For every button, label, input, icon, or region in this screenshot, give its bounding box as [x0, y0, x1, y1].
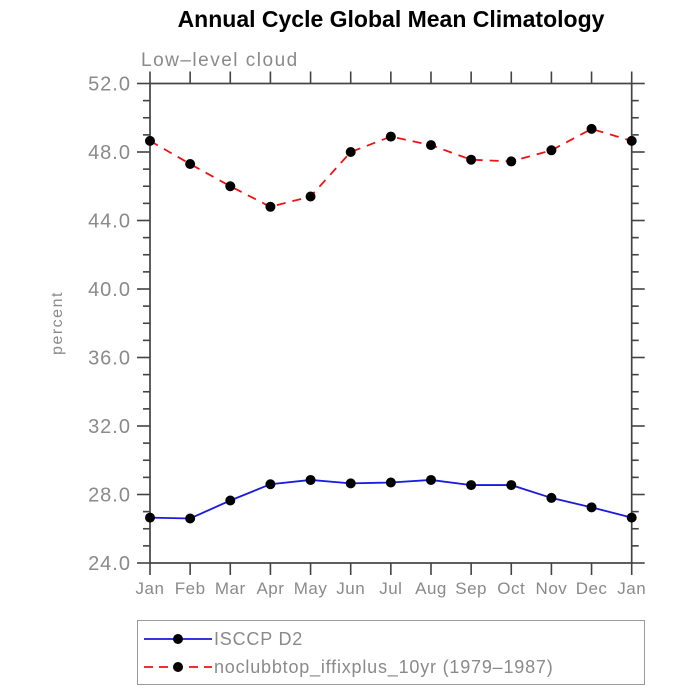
- x-tick-label: Jan: [136, 579, 165, 598]
- data-point-marker: [145, 135, 155, 146]
- data-point-marker: [385, 477, 396, 488]
- x-tick-label: Feb: [175, 579, 206, 598]
- data-point-marker: [546, 145, 557, 156]
- x-tick-label: Dec: [576, 579, 608, 598]
- x-tick-label: Jan: [617, 579, 646, 598]
- x-tick-label: Mar: [215, 579, 246, 598]
- x-tick-label: Oct: [497, 579, 525, 598]
- x-tick-label: Nov: [536, 579, 568, 598]
- legend-sample-solid-line: [144, 633, 212, 644]
- data-point-marker: [385, 131, 396, 142]
- data-point-marker: [225, 181, 236, 192]
- data-point-marker: [345, 147, 356, 157]
- data-point-marker: [185, 158, 196, 169]
- x-tick-label: Sep: [455, 579, 487, 598]
- data-point-marker: [265, 479, 276, 490]
- data-point-marker: [265, 201, 276, 212]
- legend-item-noclubbtop: noclubbtop_iffixplus_10yr (1979–1987): [142, 655, 644, 679]
- y-tick-label: 40.0: [88, 279, 131, 301]
- data-point-marker: [626, 135, 637, 146]
- line-chart-plot-area: 24.0 28.0 32.0 36.0 40.0 44.0 48.0 52.0 Jan Feb Ma…: [49, 71, 646, 598]
- data-point-marker: [345, 478, 356, 489]
- y-tick-label: 24.0: [88, 553, 131, 575]
- legend-label-noclubbtop: noclubbtop_iffixplus_10yr (1979–1987): [214, 656, 554, 677]
- data-point-marker: [626, 512, 637, 523]
- data-point-marker: [466, 480, 477, 491]
- x-tick-label: Aug: [415, 579, 447, 598]
- data-point-marker: [506, 480, 517, 491]
- data-point-marker: [185, 513, 196, 524]
- y-tick-label: 44.0: [88, 211, 131, 233]
- data-point-marker: [425, 140, 436, 151]
- y-tick-label: 52.0: [88, 74, 131, 96]
- data-point-marker: [425, 474, 436, 485]
- chart-subtitle: Low–level cloud: [141, 50, 299, 71]
- data-point-marker: [305, 191, 316, 202]
- y-tick-label: 32.0: [88, 416, 131, 438]
- y-tick-label: 36.0: [88, 348, 131, 370]
- legend: ISCCP D2 noclubbtop_iffixplus_10yr (1979…: [137, 620, 645, 685]
- data-point-marker: [506, 156, 517, 167]
- data-point-marker: [225, 495, 236, 506]
- x-tick-label: May: [294, 579, 328, 598]
- data-point-marker: [145, 512, 155, 523]
- x-tick-label: Jul: [379, 579, 402, 598]
- y-tick-label: 28.0: [88, 485, 131, 507]
- plot-frame: [149, 82, 633, 564]
- x-tick-label: Jun: [336, 579, 365, 598]
- data-point-marker: [305, 474, 316, 485]
- legend-label-isccp: ISCCP D2: [214, 628, 304, 649]
- data-point-marker: [466, 154, 477, 165]
- data-point-marker: [586, 502, 597, 513]
- data-point-marker: [586, 123, 597, 134]
- legend-sample-dashed-line: [144, 661, 212, 672]
- legend-item-isccp: ISCCP D2: [142, 627, 644, 651]
- data-point-marker: [546, 492, 557, 503]
- y-axis-title: percent: [49, 291, 66, 355]
- x-tick-label: Apr: [256, 579, 284, 598]
- y-tick-label: 48.0: [88, 142, 131, 164]
- chart-title: Annual Cycle Global Mean Climatology: [177, 6, 605, 32]
